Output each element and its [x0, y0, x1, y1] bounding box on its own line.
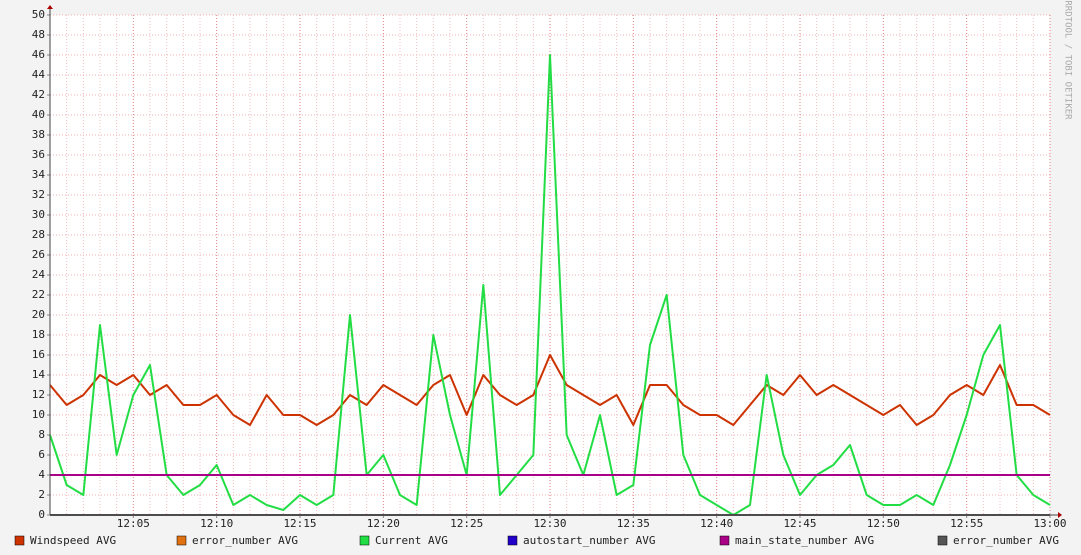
y-tick-label: 46 [32, 48, 45, 61]
x-tick-label: 12:25 [450, 517, 483, 530]
x-tick-label: 12:35 [617, 517, 650, 530]
legend-label: main_state_number AVG [735, 534, 874, 547]
legend-swatch [507, 535, 518, 546]
y-tick-label: 40 [32, 108, 45, 121]
y-tick-label: 20 [32, 308, 45, 321]
series-line [49, 354, 1051, 426]
y-tick-label: 18 [32, 328, 45, 341]
legend-label: Windspeed AVG [30, 534, 116, 547]
y-tick-label: 10 [32, 408, 45, 421]
y-tick-label: 12 [32, 388, 45, 401]
y-tick-label: 36 [32, 148, 45, 161]
y-tick-label: 16 [32, 348, 45, 361]
y-tick-label: 30 [32, 208, 45, 221]
y-tick-label: 8 [38, 428, 45, 441]
y-tick-label: 4 [38, 468, 45, 481]
x-tick-label: 12:50 [867, 517, 900, 530]
x-tick-label: 12:55 [950, 517, 983, 530]
legend-label: Current AVG [375, 534, 448, 547]
y-tick-label: 2 [38, 488, 45, 501]
axis-arrow [47, 5, 53, 9]
y-tick-label: 24 [32, 268, 46, 281]
y-tick-label: 38 [32, 128, 45, 141]
side-label: RRDTOOL / TOBI OETIKER [1063, 0, 1073, 120]
x-tick-label: 12:20 [367, 517, 400, 530]
x-tick-label: 12:05 [117, 517, 150, 530]
series-line [49, 54, 1051, 516]
legend-swatch [359, 535, 370, 546]
legend-label: error_number AVG [953, 534, 1059, 547]
legend-label: error_number AVG [192, 534, 298, 547]
x-tick-label: 12:10 [200, 517, 233, 530]
y-tick-label: 50 [32, 8, 45, 21]
y-tick-label: 28 [32, 228, 45, 241]
axis-arrow [1058, 512, 1062, 518]
y-tick-label: 44 [32, 68, 46, 81]
y-tick-label: 22 [32, 288, 45, 301]
x-tick-label: 12:40 [700, 517, 733, 530]
legend-swatch [176, 535, 187, 546]
x-tick-label: 12:15 [283, 517, 316, 530]
legend-swatch [937, 535, 948, 546]
y-tick-label: 0 [38, 508, 45, 521]
y-tick-label: 6 [38, 448, 45, 461]
legend-swatch [14, 535, 25, 546]
y-tick-label: 42 [32, 88, 45, 101]
x-tick-label: 12:45 [783, 517, 816, 530]
y-tick-label: 32 [32, 188, 45, 201]
x-tick-label: 13:00 [1033, 517, 1066, 530]
y-tick-label: 34 [32, 168, 46, 181]
y-tick-label: 14 [32, 368, 46, 381]
legend-label: autostart_number AVG [523, 534, 655, 547]
y-tick-label: 26 [32, 248, 45, 261]
x-tick-label: 12:30 [533, 517, 566, 530]
legend-swatch [719, 535, 730, 546]
y-tick-label: 48 [32, 28, 45, 41]
